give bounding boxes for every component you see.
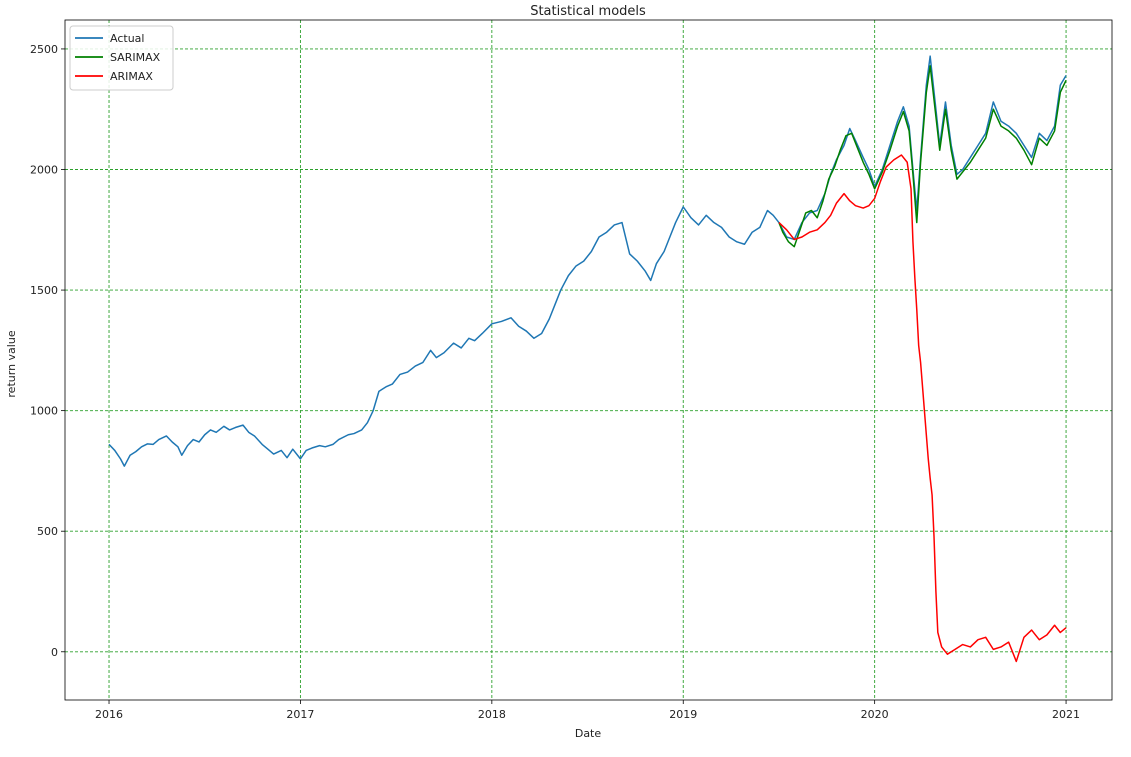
y-tick-label: 1500 <box>30 284 58 297</box>
x-axis: 2016 2017 2018 2019 2020 2021 <box>95 700 1080 721</box>
x-axis-label: Date <box>575 727 602 740</box>
y-axis-label: return value <box>5 330 18 397</box>
y-tick-label: 1000 <box>30 405 58 418</box>
series-line-actual <box>108 55 1067 467</box>
x-tick-label: 2018 <box>478 708 506 721</box>
x-tick-label: 2021 <box>1052 708 1080 721</box>
legend-label-actual: Actual <box>110 32 144 45</box>
y-tick-label: 0 <box>51 646 58 659</box>
legend-label-arimax: ARIMAX <box>110 70 153 83</box>
x-tick-label: 2017 <box>286 708 314 721</box>
y-tick-label: 2000 <box>30 164 58 177</box>
plot-frame <box>64 19 1113 701</box>
series-layer <box>108 55 1067 663</box>
series-line-sarimax <box>778 65 1067 248</box>
x-tick-label: 2016 <box>95 708 123 721</box>
grid-lines <box>65 20 1112 700</box>
series-line-arimax <box>778 154 1067 663</box>
chart-title: Statistical models <box>530 4 646 19</box>
x-tick-label: 2020 <box>861 708 889 721</box>
legend-label-sarimax: SARIMAX <box>110 51 161 64</box>
legend-box <box>69 25 174 91</box>
x-tick-label: 2019 <box>669 708 697 721</box>
legend: Actual SARIMAX ARIMAX <box>69 25 174 91</box>
y-axis: 0 500 1000 1500 2000 2500 <box>30 43 65 659</box>
y-tick-label: 500 <box>37 525 58 538</box>
y-tick-label: 2500 <box>30 43 58 56</box>
